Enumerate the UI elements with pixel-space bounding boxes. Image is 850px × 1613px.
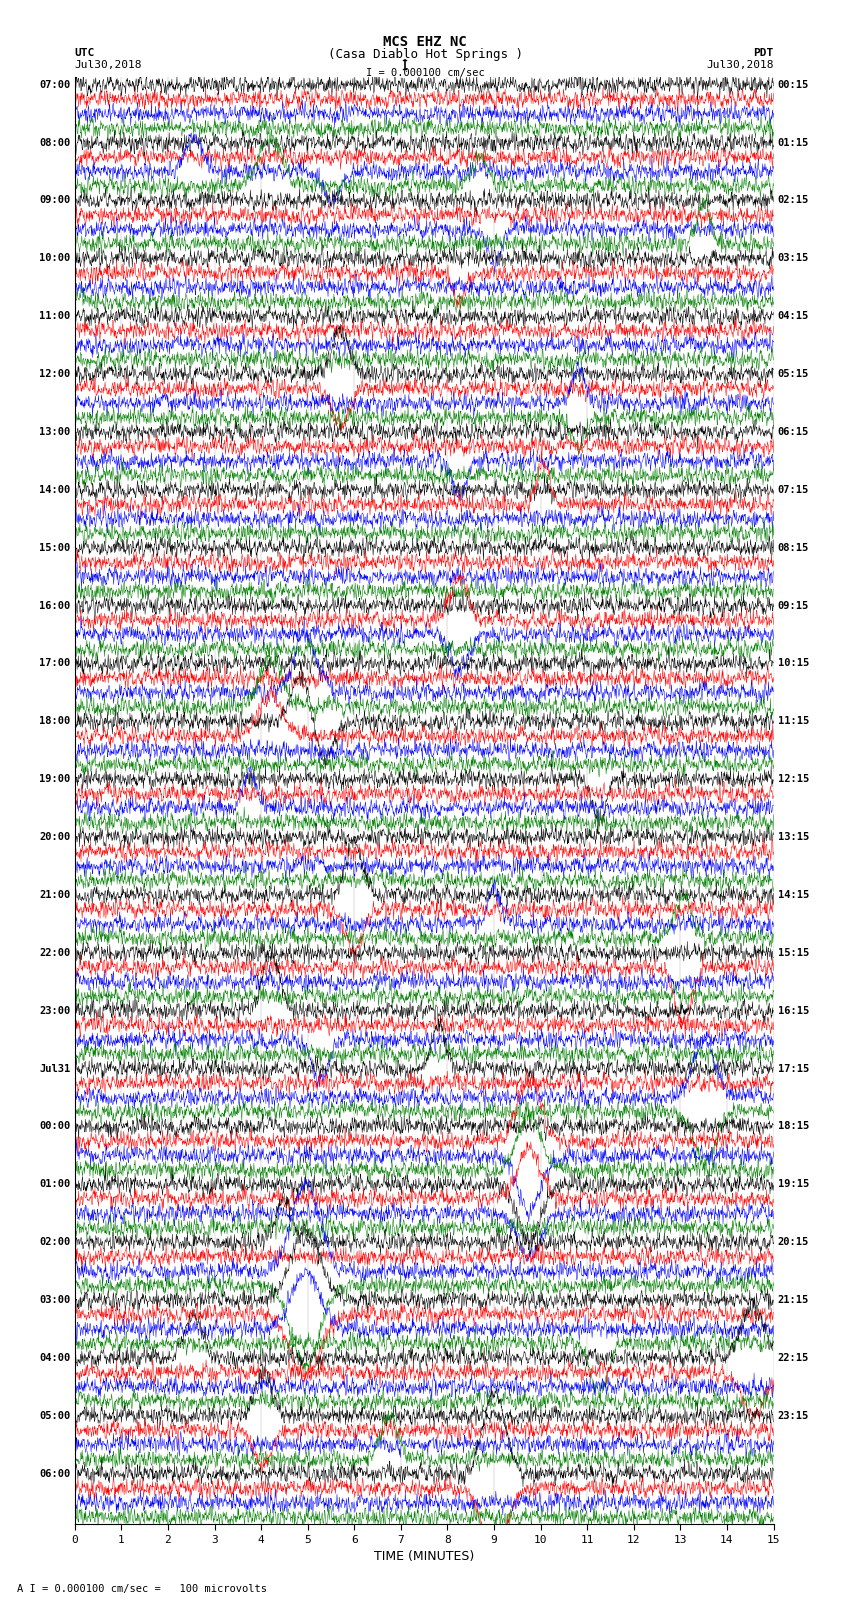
Text: 15:00: 15:00 [39, 542, 71, 553]
Text: 07:00: 07:00 [39, 79, 71, 90]
Text: MCS EHZ NC: MCS EHZ NC [383, 35, 467, 50]
Text: 11:00: 11:00 [39, 311, 71, 321]
Text: 21:15: 21:15 [778, 1295, 809, 1305]
Text: 12:15: 12:15 [778, 774, 809, 784]
Text: 00:15: 00:15 [778, 79, 809, 90]
Text: 01:00: 01:00 [39, 1179, 71, 1189]
Text: PDT: PDT [753, 48, 774, 58]
Text: 11:15: 11:15 [778, 716, 809, 726]
Text: 20:00: 20:00 [39, 832, 71, 842]
X-axis label: TIME (MINUTES): TIME (MINUTES) [374, 1550, 474, 1563]
Text: 14:15: 14:15 [778, 890, 809, 900]
Text: 10:15: 10:15 [778, 658, 809, 668]
Text: 09:00: 09:00 [39, 195, 71, 205]
Text: 13:00: 13:00 [39, 427, 71, 437]
Text: 04:00: 04:00 [39, 1353, 71, 1363]
Text: 09:15: 09:15 [778, 600, 809, 611]
Text: I = 0.000100 cm/sec: I = 0.000100 cm/sec [366, 68, 484, 77]
Text: 13:15: 13:15 [778, 832, 809, 842]
Text: 05:15: 05:15 [778, 369, 809, 379]
Text: 18:15: 18:15 [778, 1121, 809, 1131]
Text: 06:00: 06:00 [39, 1469, 71, 1479]
Text: 23:15: 23:15 [778, 1411, 809, 1421]
Text: UTC: UTC [75, 48, 95, 58]
Text: 23:00: 23:00 [39, 1005, 71, 1016]
Text: 12:00: 12:00 [39, 369, 71, 379]
Text: 22:15: 22:15 [778, 1353, 809, 1363]
Text: 06:15: 06:15 [778, 427, 809, 437]
Text: 17:15: 17:15 [778, 1063, 809, 1074]
Text: (Casa Diablo Hot Springs ): (Casa Diablo Hot Springs ) [327, 48, 523, 61]
Text: Jul30,2018: Jul30,2018 [75, 60, 142, 69]
Text: 07:15: 07:15 [778, 486, 809, 495]
Text: 01:15: 01:15 [778, 137, 809, 147]
Text: 16:15: 16:15 [778, 1005, 809, 1016]
Text: 17:00: 17:00 [39, 658, 71, 668]
Text: 16:00: 16:00 [39, 600, 71, 611]
Text: 05:00: 05:00 [39, 1411, 71, 1421]
Text: 02:00: 02:00 [39, 1237, 71, 1247]
Text: 10:00: 10:00 [39, 253, 71, 263]
Text: 14:00: 14:00 [39, 486, 71, 495]
Text: Jul31: Jul31 [39, 1063, 71, 1074]
Text: 03:00: 03:00 [39, 1295, 71, 1305]
Text: 08:00: 08:00 [39, 137, 71, 147]
Text: 08:15: 08:15 [778, 542, 809, 553]
Text: 00:00: 00:00 [39, 1121, 71, 1131]
Text: 20:15: 20:15 [778, 1237, 809, 1247]
Text: 02:15: 02:15 [778, 195, 809, 205]
Text: 21:00: 21:00 [39, 890, 71, 900]
Text: A I = 0.000100 cm/sec =   100 microvolts: A I = 0.000100 cm/sec = 100 microvolts [17, 1584, 267, 1594]
Text: 22:00: 22:00 [39, 948, 71, 958]
Text: 03:15: 03:15 [778, 253, 809, 263]
Text: 19:00: 19:00 [39, 774, 71, 784]
Text: 15:15: 15:15 [778, 948, 809, 958]
Text: 18:00: 18:00 [39, 716, 71, 726]
Text: 19:15: 19:15 [778, 1179, 809, 1189]
Text: Jul30,2018: Jul30,2018 [706, 60, 774, 69]
Text: 04:15: 04:15 [778, 311, 809, 321]
